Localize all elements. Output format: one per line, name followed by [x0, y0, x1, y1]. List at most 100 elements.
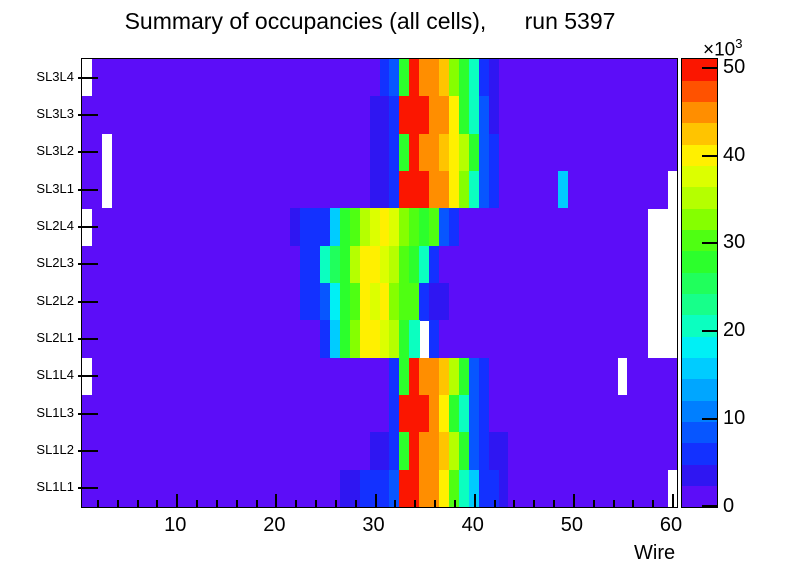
heatmap-cell-run	[498, 59, 677, 97]
colorbar-tick	[702, 418, 717, 421]
x-minor-tick	[96, 500, 99, 507]
colorbar	[681, 58, 718, 508]
x-minor-tick	[295, 500, 298, 507]
heatmap-cell-run	[429, 283, 450, 321]
heatmap-row	[82, 208, 677, 247]
heatmap-cell-run	[468, 432, 480, 471]
heatmap-cell-run	[339, 208, 351, 247]
colorbar-segment	[682, 165, 717, 188]
heatmap-row	[82, 245, 677, 284]
heatmap-cell-run	[478, 432, 490, 471]
heatmap-cell-run	[409, 245, 420, 284]
heatmap-cell-run	[111, 133, 371, 172]
y-tick-label: SL1L4	[36, 367, 74, 383]
colorbar-exponent-label: ×103	[703, 36, 742, 61]
x-minor-tick	[592, 500, 595, 507]
x-minor-tick	[652, 500, 655, 507]
heatmap-row	[82, 133, 677, 172]
x-minor-tick	[136, 500, 139, 507]
heatmap-cell-run	[111, 171, 371, 209]
colorbar-segment	[682, 293, 717, 316]
heatmap-cell-run	[458, 432, 470, 471]
y-tick	[78, 450, 98, 452]
heatmap-cell-run	[488, 96, 499, 135]
x-minor-tick	[394, 500, 397, 507]
heatmap-cell-run	[399, 208, 410, 247]
heatmap-cell-run	[399, 96, 430, 135]
colorbar-tick	[702, 154, 717, 157]
heatmap-row	[82, 357, 677, 396]
heatmap-cell-run	[478, 133, 490, 172]
colorbar-segment	[682, 336, 717, 359]
colorbar-exponent-sup: 3	[735, 36, 743, 51]
y-tick-label: SL2L1	[36, 330, 74, 345]
heatmap-row	[82, 320, 677, 359]
heatmap-cell-run	[82, 395, 390, 433]
heatmap-cell-run	[339, 245, 351, 284]
colorbar-tick	[702, 330, 717, 333]
heatmap-cell-run	[369, 208, 380, 247]
x-minor-tick	[315, 500, 318, 507]
x-minor-tick	[255, 500, 258, 507]
heatmap-cell-run	[399, 245, 410, 284]
heatmap-row	[82, 395, 677, 433]
heatmap-cell-run	[379, 320, 390, 359]
heatmap-cell-run	[468, 171, 480, 209]
heatmap-row	[82, 171, 677, 209]
heatmap-cell-run	[429, 320, 440, 359]
heatmap-cell-run	[498, 133, 677, 172]
colorbar-segment	[682, 485, 717, 508]
y-tick	[78, 300, 98, 303]
heatmap-cell-run	[82, 283, 301, 321]
colorbar-tick-label: 0	[723, 495, 735, 517]
heatmap-row	[82, 469, 677, 508]
heatmap-cell-run	[419, 59, 440, 97]
colorbar-segment	[682, 443, 717, 465]
heatmap-cell-run	[429, 395, 440, 433]
x-tick-label: 10	[164, 514, 187, 536]
heatmap-cell-run	[369, 96, 390, 135]
y-tick	[78, 263, 98, 266]
colorbar-tick-label: 30	[723, 231, 746, 254]
y-tick-label: SL2L4	[36, 218, 74, 233]
heatmap-cell-run	[468, 395, 480, 433]
heatmap-cell-run	[458, 395, 470, 433]
colorbar-tick	[702, 66, 717, 69]
heatmap-cell-run	[399, 133, 410, 172]
heatmap-cell-run	[498, 469, 509, 508]
heatmap-cell-run	[439, 245, 648, 284]
x-minor-tick	[632, 500, 635, 507]
heatmap-cell-run	[448, 171, 460, 209]
heatmap-cell-run	[409, 320, 420, 359]
colorbar-segment	[682, 400, 717, 423]
heatmap-cell-run	[359, 245, 380, 284]
colorbar-segment	[682, 379, 717, 401]
heatmap-cell-run	[389, 133, 400, 172]
heatmap-cell-run	[339, 469, 361, 508]
heatmap-cell-run	[389, 208, 400, 247]
heatmap-cell-run	[349, 208, 361, 247]
heatmap-cell-run	[329, 283, 341, 321]
heatmap-cell-run	[488, 432, 509, 471]
heatmap-cell-run	[329, 208, 341, 247]
heatmap-cell-run	[448, 357, 460, 396]
heatmap-cell-run	[439, 59, 450, 97]
heatmap-cell-run	[349, 320, 361, 359]
heatmap-cell-run	[488, 133, 499, 172]
heatmap-cell-run	[448, 59, 460, 97]
heatmap-cell-run	[82, 96, 371, 135]
heatmap-cell-run	[439, 208, 450, 247]
heatmap-cell-run	[439, 432, 450, 471]
heatmap-cell-run	[409, 133, 420, 172]
x-minor-tick	[156, 500, 159, 507]
heatmap-cell-run	[488, 59, 499, 97]
heatmap-cell-run	[339, 283, 351, 321]
x-minor-tick	[196, 500, 199, 507]
y-tick-label: SL2L2	[36, 292, 74, 308]
colorbar-segment	[682, 251, 717, 273]
colorbar-tick-label: 10	[723, 407, 746, 430]
heatmap-cell-run	[429, 245, 440, 284]
heatmap-cell-run	[320, 245, 331, 284]
heatmap-cell-run	[379, 245, 390, 284]
heatmap-row	[82, 283, 677, 321]
